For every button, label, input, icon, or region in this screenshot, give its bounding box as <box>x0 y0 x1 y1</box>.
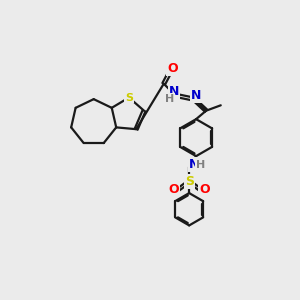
Text: N: N <box>189 158 200 171</box>
Text: O: O <box>199 183 210 196</box>
Text: S: S <box>125 93 133 103</box>
Text: N: N <box>169 85 179 98</box>
Text: N: N <box>191 89 201 102</box>
Text: S: S <box>185 175 194 188</box>
Text: O: O <box>169 183 179 196</box>
Text: H: H <box>196 160 205 170</box>
Text: H: H <box>164 94 174 104</box>
Text: O: O <box>167 62 178 75</box>
